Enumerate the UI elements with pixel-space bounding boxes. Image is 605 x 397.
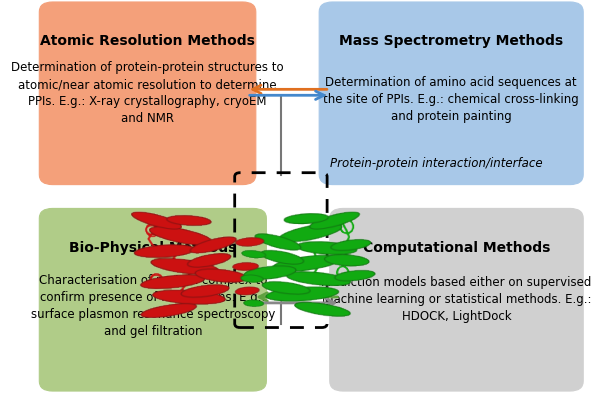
FancyBboxPatch shape: [319, 2, 583, 185]
Text: Protein-protein interaction/interface: Protein-protein interaction/interface: [330, 157, 542, 170]
FancyBboxPatch shape: [39, 2, 256, 185]
Text: Mass Spectrometry Methods: Mass Spectrometry Methods: [339, 34, 563, 48]
FancyBboxPatch shape: [330, 208, 583, 391]
Text: Characterisation of protein complex to
confirm presence of interactions. E.g.:
s: Characterisation of protein complex to c…: [31, 274, 275, 338]
FancyBboxPatch shape: [39, 208, 266, 391]
Text: Atomic Resolution Methods: Atomic Resolution Methods: [40, 34, 255, 48]
Text: Determination of amino acid sequences at
the site of PPIs. E.g.: chemical cross-: Determination of amino acid sequences at…: [323, 76, 579, 123]
Text: Prediction models based either on supervised
machine learning or statistical met: Prediction models based either on superv…: [321, 276, 592, 323]
Text: Determination of protein-protein structures to
atomic/near atomic resolution to : Determination of protein-protein structu…: [11, 61, 284, 125]
Text: Computational Methods: Computational Methods: [363, 241, 550, 254]
Text: Bio-Physical Methods: Bio-Physical Methods: [69, 241, 237, 254]
